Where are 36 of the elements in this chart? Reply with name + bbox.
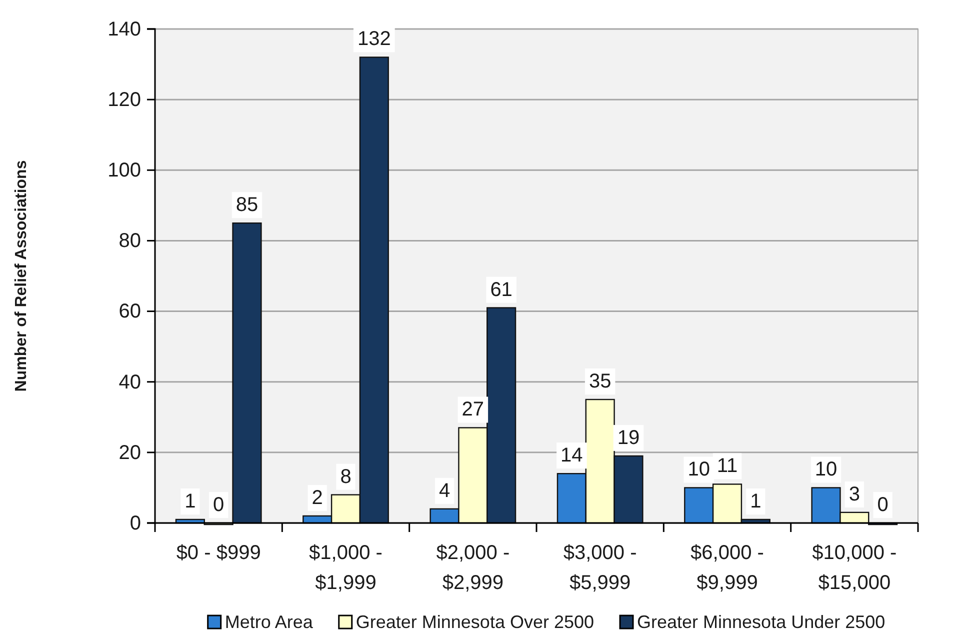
y-axis-title: Number of Relief Associations xyxy=(13,160,30,392)
y-tick-label: 20 xyxy=(118,442,141,464)
x-tick-label: $2,000 - $2,999 xyxy=(436,542,510,594)
data-label: 35 xyxy=(588,370,612,392)
data-label: 61 xyxy=(490,278,512,301)
data-label: 11 xyxy=(716,455,738,478)
y-tick-label: 140 xyxy=(108,18,141,40)
legend-label: Greater Minnesota Over 2500 xyxy=(356,612,594,632)
legend-label: Metro Area xyxy=(224,612,314,632)
y-tick-label: 100 xyxy=(108,160,141,182)
data-label: 8 xyxy=(340,466,352,488)
y-tick-label: 40 xyxy=(118,371,141,394)
y-tick-label: 60 xyxy=(118,300,141,323)
x-tick-label: $0 - $999 xyxy=(176,542,261,564)
data-label: 10 xyxy=(814,458,838,481)
data-label: 0 xyxy=(213,494,224,516)
data-label: 1 xyxy=(750,490,762,512)
data-label: 132 xyxy=(357,28,391,50)
y-tick-label: 80 xyxy=(118,230,141,252)
legend-label: Greater Minnesota Under 2500 xyxy=(637,612,886,632)
data-label: 10 xyxy=(688,458,710,481)
x-tick-label: $3,000 - $5,999 xyxy=(563,542,637,594)
x-tick-label: $1,000 - $1,999 xyxy=(309,542,382,594)
y-tick-label: 0 xyxy=(130,512,141,534)
x-tick-label: $6,000 - $9,999 xyxy=(690,542,764,594)
data-label: 0 xyxy=(877,494,888,516)
x-tick-label: $10,000 - $15,000 xyxy=(812,542,897,594)
data-label: 3 xyxy=(848,483,860,506)
data-label: 85 xyxy=(236,194,258,216)
data-label: 4 xyxy=(438,480,450,502)
data-label: 14 xyxy=(560,444,583,467)
data-label: 27 xyxy=(462,398,484,421)
y-tick-label: 120 xyxy=(108,88,141,111)
data-label: 2 xyxy=(312,486,323,509)
data-label: 19 xyxy=(617,426,640,449)
data-label: 1 xyxy=(184,490,196,512)
